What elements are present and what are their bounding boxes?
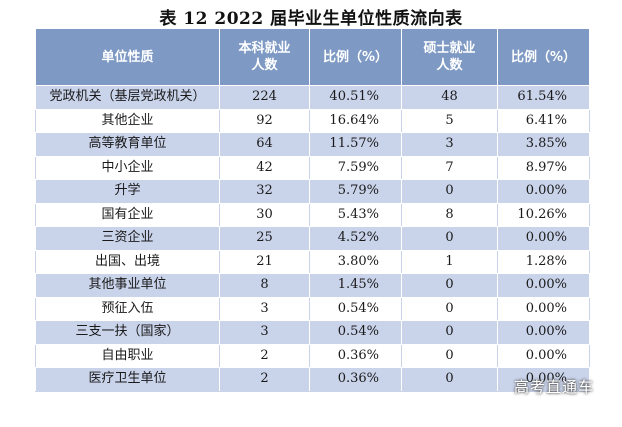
table-title: 表 12 2022 届毕业生单位性质流向表: [159, 9, 463, 29]
watermark: 高考直通车: [513, 378, 594, 396]
cell-bachelor-count: 2: [219, 367, 310, 392]
cell-master-count: 0: [401, 343, 498, 368]
table-row: 升学 32 5.79% 0 0.00%: [35, 179, 590, 204]
cell-master-count: 48: [401, 85, 498, 110]
table-row: 预征入伍 3 0.54% 0 0.00%: [35, 296, 590, 321]
employment-table: 单位性质 本科就业 人数 比例（%） 硕士就业 人数 比例（%） 党政机关（基层…: [35, 28, 590, 392]
cell-unit-type: 中小企业: [35, 155, 220, 180]
cell-bachelor-pct: 7.59%: [309, 155, 402, 180]
cell-unit-type: 其他企业: [35, 108, 220, 133]
cell-unit-type: 三资企业: [35, 226, 220, 251]
cell-master-count: 0: [401, 226, 498, 251]
cell-master-pct: 0.00%: [497, 367, 590, 392]
table-row: 三资企业 25 4.52% 0 0.00%: [35, 226, 590, 251]
cell-bachelor-pct: 1.45%: [309, 273, 402, 298]
table-row: 党政机关（基层党政机关） 224 40.51% 48 61.54%: [35, 85, 590, 110]
header-bachelor-pct: 比例（%）: [309, 28, 402, 86]
table-row: 其他事业单位 8 1.45% 0 0.00%: [35, 273, 590, 298]
table-row: 出国、出境 21 3.80% 1 1.28%: [35, 249, 590, 274]
cell-bachelor-pct: 40.51%: [309, 85, 402, 110]
cell-bachelor-count: 64: [219, 132, 310, 157]
table-row: 中小企业 42 7.59% 7 8.97%: [35, 155, 590, 180]
cell-master-count: 0: [401, 273, 498, 298]
cell-master-pct: 1.28%: [497, 249, 590, 274]
cell-bachelor-count: 2: [219, 343, 310, 368]
cell-bachelor-count: 8: [219, 273, 310, 298]
cell-bachelor-count: 25: [219, 226, 310, 251]
cell-unit-type: 国有企业: [35, 202, 220, 227]
cell-bachelor-count: 21: [219, 249, 310, 274]
cell-bachelor-count: 32: [219, 179, 310, 204]
cell-bachelor-pct: 4.52%: [309, 226, 402, 251]
cell-unit-type: 升学: [35, 179, 220, 204]
table-row: 国有企业 30 5.43% 8 10.26%: [35, 202, 590, 227]
cell-master-count: 0: [401, 296, 498, 321]
cell-bachelor-pct: 0.54%: [309, 320, 402, 345]
cell-bachelor-count: 3: [219, 296, 310, 321]
cell-master-pct: 3.85%: [497, 132, 590, 157]
cell-master-pct: 0.00%: [497, 296, 590, 321]
cell-master-pct: 8.97%: [497, 155, 590, 180]
cell-master-pct: 61.54%: [497, 85, 590, 110]
cell-bachelor-count: 30: [219, 202, 310, 227]
table-row: 医疗卫生单位 2 0.36% 0 0.00%: [35, 367, 590, 392]
header-row: 单位性质 本科就业 人数 比例（%） 硕士就业 人数 比例（%）: [35, 28, 590, 86]
cell-master-count: 5: [401, 108, 498, 133]
cell-master-pct: 0.00%: [497, 226, 590, 251]
cell-unit-type: 预征入伍: [35, 296, 220, 321]
cell-bachelor-pct: 0.36%: [309, 343, 402, 368]
cell-unit-type: 自由职业: [35, 343, 220, 368]
header-master-count: 硕士就业 人数: [401, 28, 498, 86]
cell-master-count: 3: [401, 132, 498, 157]
cell-bachelor-pct: 5.43%: [309, 202, 402, 227]
cell-unit-type: 医疗卫生单位: [35, 367, 220, 392]
cell-master-count: 0: [401, 367, 498, 392]
cell-unit-type: 党政机关（基层党政机关）: [35, 85, 220, 110]
header-unit-type: 单位性质: [35, 28, 220, 86]
cell-master-count: 8: [401, 202, 498, 227]
cell-master-count: 7: [401, 155, 498, 180]
header-master-pct: 比例（%）: [497, 28, 590, 86]
cell-unit-type: 其他事业单位: [35, 273, 220, 298]
table-row: 其他企业 92 16.64% 5 6.41%: [35, 108, 590, 133]
cell-master-count: 0: [401, 320, 498, 345]
cell-bachelor-pct: 11.57%: [309, 132, 402, 157]
cell-bachelor-count: 92: [219, 108, 310, 133]
cell-bachelor-count: 3: [219, 320, 310, 345]
cell-unit-type: 出国、出境: [35, 249, 220, 274]
cell-master-pct: 0.00%: [497, 343, 590, 368]
table-row: 三支一扶（国家） 3 0.54% 0 0.00%: [35, 320, 590, 345]
cell-unit-type: 三支一扶（国家）: [35, 320, 220, 345]
table-row: 自由职业 2 0.36% 0 0.00%: [35, 343, 590, 368]
cell-master-count: 0: [401, 179, 498, 204]
table-body: 党政机关（基层党政机关） 224 40.51% 48 61.54% 其他企业 92 16.64…: [35, 85, 590, 392]
table-row: 高等教育单位 64 11.57% 3 3.85%: [35, 132, 590, 157]
cell-bachelor-pct: 0.54%: [309, 296, 402, 321]
cell-master-pct: 0.00%: [497, 273, 590, 298]
cell-master-pct: 0.00%: [497, 320, 590, 345]
cell-bachelor-pct: 0.36%: [309, 367, 402, 392]
cell-master-count: 1: [401, 249, 498, 274]
cell-bachelor-pct: 3.80%: [309, 249, 402, 274]
cell-unit-type: 高等教育单位: [35, 132, 220, 157]
cell-bachelor-count: 42: [219, 155, 310, 180]
cell-master-pct: 6.41%: [497, 108, 590, 133]
header-bachelor-count: 本科就业 人数: [219, 28, 310, 86]
cell-bachelor-pct: 16.64%: [309, 108, 402, 133]
cell-bachelor-count: 224: [219, 85, 310, 110]
cell-bachelor-pct: 5.79%: [309, 179, 402, 204]
cell-master-pct: 0.00%: [497, 179, 590, 204]
cell-master-pct: 10.26%: [497, 202, 590, 227]
